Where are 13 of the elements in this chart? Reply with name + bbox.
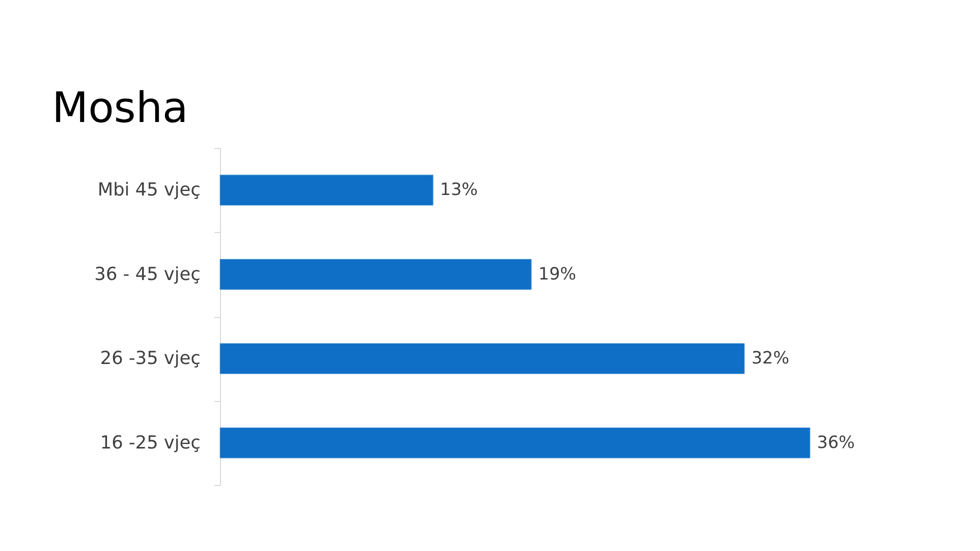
- bar: [220, 343, 745, 374]
- data-label: 19%: [538, 264, 576, 284]
- y-tick-label: 16 -25 vjeç: [100, 432, 200, 454]
- data-label: 36%: [817, 432, 855, 453]
- y-tick-label: 36 - 45 vjeç: [94, 264, 200, 285]
- bar: [220, 174, 434, 206]
- data-label: 13%: [440, 180, 478, 200]
- y-tick-label: Mbi 45 vjeç: [98, 180, 200, 201]
- chart-title: Mosha: [52, 83, 188, 132]
- bar: [220, 258, 532, 290]
- bar: [220, 427, 810, 458]
- data-label: 32%: [751, 348, 790, 369]
- y-tick-label: 26 -35 vjeç: [100, 348, 200, 370]
